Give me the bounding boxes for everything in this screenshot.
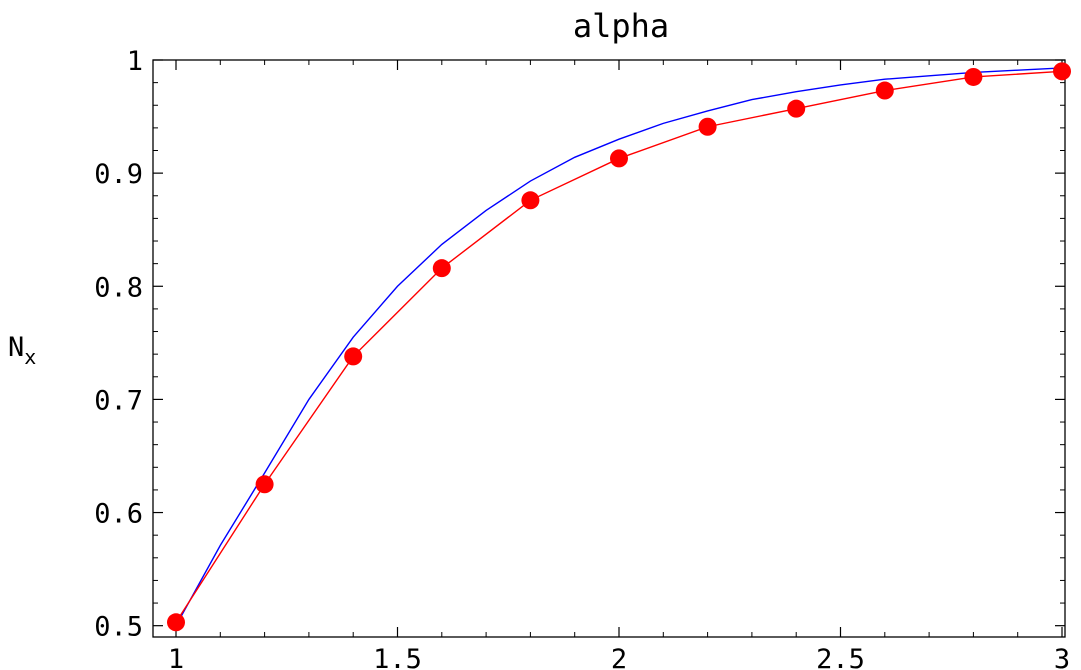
chart-title: alpha xyxy=(573,7,669,45)
y-tick-label: 0.9 xyxy=(94,159,143,190)
x-tick-label: 1 xyxy=(168,644,184,670)
series-layer xyxy=(167,62,1071,632)
y-axis-label-subscript: x xyxy=(24,345,36,369)
x-tick-label: 2 xyxy=(611,644,627,670)
x-tick-label: 3 xyxy=(1054,644,1070,670)
series-line-1 xyxy=(175,67,1063,627)
x-tick-label: 2.5 xyxy=(816,644,865,670)
data-point xyxy=(1053,62,1071,81)
y-tick-label: 0.5 xyxy=(94,612,143,643)
data-point xyxy=(787,99,806,118)
data-point xyxy=(167,613,185,632)
y-tick-label: 0.8 xyxy=(94,272,143,303)
data-point xyxy=(255,475,274,494)
plot-frame xyxy=(152,59,1066,638)
tick-labels: 1 1.5 2 2.5 3 0.5 0.6 0.7 0.8 0.9 1 xyxy=(94,46,1070,670)
y-tick-label: 0.6 xyxy=(94,499,143,530)
x-tick-label: 1.5 xyxy=(373,644,422,670)
data-point xyxy=(698,117,717,136)
data-point xyxy=(875,81,894,100)
data-point xyxy=(610,149,628,168)
y-tick-label: 1 xyxy=(127,46,143,77)
data-point xyxy=(521,191,540,210)
y-tick-label: 0.7 xyxy=(94,385,143,416)
data-point xyxy=(964,67,983,86)
y-axis-label-main: N xyxy=(8,332,24,363)
data-point xyxy=(344,347,363,366)
ticks xyxy=(153,59,1065,637)
y-axis-label: Nx xyxy=(8,332,36,369)
data-point xyxy=(432,259,451,278)
